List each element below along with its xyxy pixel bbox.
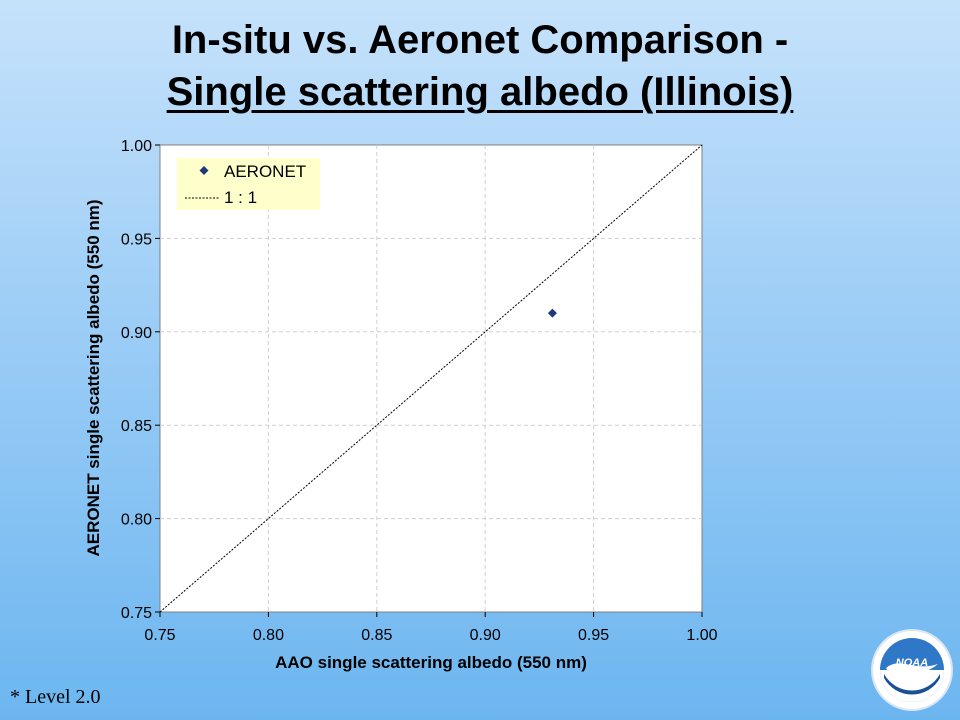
x-tick-label: 0.75 xyxy=(144,627,175,644)
x-axis-label: AAO single scattering albedo (550 nm) xyxy=(275,653,587,672)
tick-marks xyxy=(155,144,703,617)
y-tick-label: 0.90 xyxy=(121,325,152,342)
data-points xyxy=(547,308,557,318)
x-tick-label: 0.85 xyxy=(361,627,392,644)
legend-box xyxy=(177,158,320,210)
legend-diamond-marker xyxy=(199,166,209,175)
x-tick-label: 0.90 xyxy=(470,627,501,644)
one-to-one-line xyxy=(159,144,703,613)
y-axis-label: AERONET single scattering albedo (550 nm… xyxy=(84,199,103,556)
footnote: * Level 2.0 xyxy=(10,686,101,708)
aeronet-data-point xyxy=(547,308,557,318)
logo-text: NOAA xyxy=(896,657,928,669)
x-tick-label: 0.95 xyxy=(578,627,609,644)
y-tick-label: 0.95 xyxy=(121,231,152,248)
x-tick-label: 0.80 xyxy=(253,627,284,644)
y-tick-label: 0.75 xyxy=(121,605,152,622)
legend: AERONET 1 : 1 xyxy=(177,158,320,210)
slide-title-line1: In-situ vs. Aeronet Comparison - xyxy=(171,18,789,62)
x-tick-label: 1.00 xyxy=(686,627,717,644)
y-tick-label: 0.80 xyxy=(121,512,152,529)
noaa-logo: NOAA xyxy=(871,629,953,711)
y-tick-label: 1.00 xyxy=(121,138,152,155)
x-tick-labels: 0.75 0.80 0.85 0.90 0.95 1.00 xyxy=(144,627,717,644)
y-tick-label: 0.85 xyxy=(121,418,152,435)
grid-lines xyxy=(160,145,702,612)
legend-item-one-to-one: 1 : 1 xyxy=(224,188,257,207)
y-tick-labels: 0.75 0.80 0.85 0.90 0.95 1.00 xyxy=(121,138,152,622)
legend-item-aeronet: AERONET xyxy=(224,162,306,181)
slide-title-line2: Single scattering albedo (Illinois) xyxy=(166,70,794,114)
